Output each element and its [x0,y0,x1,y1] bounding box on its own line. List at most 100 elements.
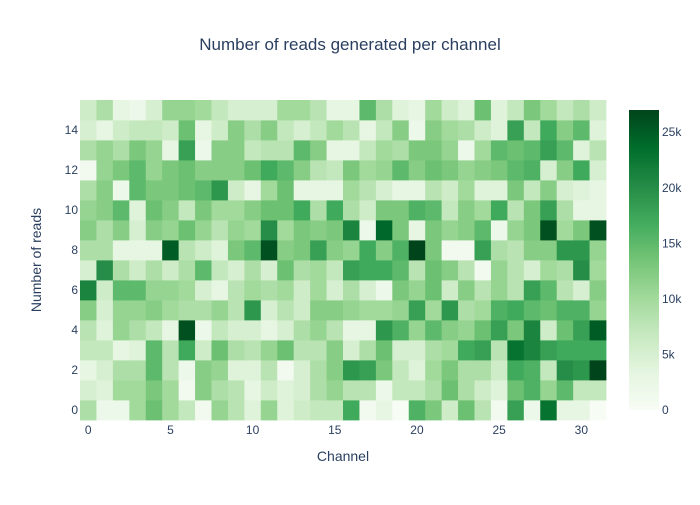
heatmap-cell [162,160,180,181]
heatmap-cell [96,360,114,381]
heatmap-cell [96,320,114,341]
heatmap-cell [293,400,311,421]
heatmap-cell [441,160,459,181]
heatmap-cell [112,240,130,261]
heatmap-cell [458,380,475,401]
heatmap-cell [375,260,393,281]
heatmap-cell [507,100,525,121]
heatmap-cell [227,220,245,241]
heatmap-cell [343,240,360,261]
heatmap-cell [195,200,212,221]
heatmap-cell [474,280,492,301]
heatmap-cell [80,220,97,241]
y-tick-label: 12 [65,163,79,177]
heatmap-cell [96,340,114,361]
x-axis-label: Channel [317,448,369,464]
heatmap-cell [293,340,311,361]
heatmap-cell [573,360,590,381]
heatmap-cell [293,220,311,241]
heatmap-cell [112,380,130,401]
heatmap-cell [441,320,459,341]
heatmap-cell [129,200,147,221]
heatmap-cell [178,360,196,381]
heatmap-cell [310,300,327,321]
heatmap-cell [244,240,262,261]
heatmap-cell [490,300,508,321]
heatmap-cell [277,160,295,181]
heatmap-cell [507,320,525,341]
heatmap-cell [507,400,525,421]
heatmap-cell [129,320,147,341]
heatmap-cell [112,400,130,421]
heatmap-cell [227,340,245,361]
heatmap-cell [145,180,163,201]
heatmap-cell [490,200,508,221]
heatmap-cell [474,360,492,381]
heatmap-cell [458,160,475,181]
heatmap-cell [375,280,393,301]
heatmap-cell [277,200,295,221]
heatmap-cell [425,300,443,321]
heatmap-cell [458,340,475,361]
heatmap-cell [277,120,295,141]
heatmap-cell [293,260,311,281]
heatmap-cell [162,180,180,201]
heatmap-cell [162,220,180,241]
heatmap-cell [129,100,147,121]
heatmap-cell [441,220,459,241]
heatmap-cell [507,120,525,141]
heatmap-cell [408,360,426,381]
heatmap-cell [408,320,426,341]
heatmap-cell [458,300,475,321]
heatmap-cell [392,120,410,141]
heatmap-cell [425,280,443,301]
heatmap-cell [310,340,327,361]
heatmap-cell [244,400,262,421]
heatmap-cell [244,220,262,241]
heatmap-cell [145,160,163,181]
heatmap-cell [507,180,525,201]
heatmap-cell [162,240,180,261]
heatmap-cell [392,320,410,341]
heatmap-cell [589,360,607,381]
heatmap-cell [408,220,426,241]
heatmap-cell [589,160,607,181]
heatmap-cell [375,360,393,381]
heatmap-cell [178,380,196,401]
heatmap-cell [375,120,393,141]
heatmap-cell [359,260,377,281]
x-tick-label: 10 [246,423,260,437]
heatmap-cell [293,300,311,321]
heatmap-cell [392,280,410,301]
heatmap-cell [178,400,196,421]
heatmap-cell [392,400,410,421]
heatmap-cell [458,200,475,221]
heatmap-cell [112,340,130,361]
colorbar-tick-label: 20k [662,181,682,195]
colorbar-ticks: 0 5k 10k 15k 20k 25k [662,125,682,417]
heatmap-cell [490,280,508,301]
y-tick-label: 0 [71,403,78,417]
heatmap-cell [260,320,278,341]
heatmap-cell [540,340,558,361]
heatmap-cell [293,380,311,401]
heatmap-cell [277,320,295,341]
heatmap-cell [145,220,163,241]
heatmap-cell [589,100,607,121]
heatmap-cell [310,120,327,141]
y-tick-label: 10 [65,203,79,217]
heatmap-cell [589,240,607,261]
heatmap-cell [425,160,443,181]
heatmap-cell [96,200,114,221]
heatmap-cell [359,400,377,421]
heatmap-cell [195,400,212,421]
heatmap-cell [178,220,196,241]
heatmap-cell [343,260,360,281]
heatmap-cell [195,380,212,401]
heatmap-cell [96,120,114,141]
heatmap-cell [392,200,410,221]
heatmap-cell [540,380,558,401]
heatmap-cell [441,380,459,401]
heatmap-cell [359,280,377,301]
heatmap-cell [392,260,410,281]
